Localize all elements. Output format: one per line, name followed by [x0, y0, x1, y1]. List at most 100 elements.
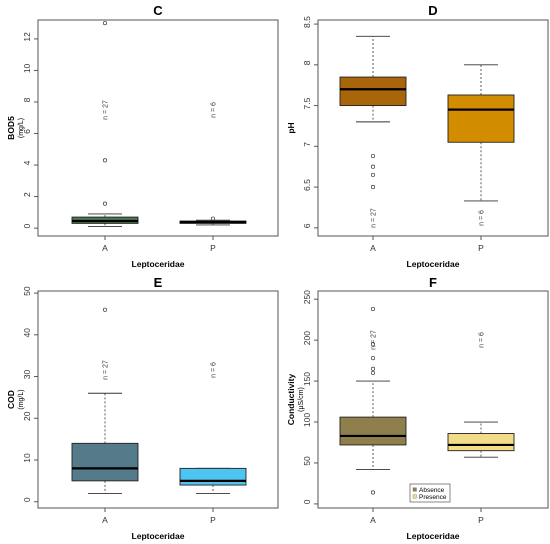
x-tick-label: P: [210, 243, 216, 253]
y-tick-label: 0: [302, 499, 312, 504]
y-tick-label: 40: [22, 328, 32, 338]
n-label: n = 27: [103, 100, 110, 120]
y-tick-label: 100: [302, 413, 312, 427]
chart-panel-c: C 0 2 4 6 8 10 12 BOD5 (mg/L) A P Leptoceridae n = 27…: [6, 3, 279, 269]
outlier-point: [102, 201, 108, 206]
box-iqr: [71, 442, 139, 482]
box-p: [447, 64, 515, 202]
y-tick-label: 10: [22, 453, 32, 463]
chart-panel-d: D 6 6.5 7 7.5 8 8.5 pH A P Leptoceridae n = 27 n = 6: [286, 3, 549, 269]
y-tick-label: 50: [302, 456, 312, 466]
x-tick-label: A: [102, 243, 108, 253]
y-axis-unit: (µS/cm): [298, 387, 305, 412]
y-axis-label: COD: [6, 390, 16, 409]
box-iqr: [179, 467, 247, 486]
y-tick-label: 6: [22, 129, 32, 134]
box-a: [71, 307, 139, 494]
x-tick-label: P: [478, 243, 484, 253]
legend-swatch: [412, 487, 417, 492]
legend-label: Presence: [419, 494, 447, 501]
box-a: [71, 21, 139, 227]
box-a: [339, 306, 407, 495]
x-tick-label: P: [478, 515, 484, 525]
outlier-point: [370, 490, 376, 495]
y-tick-label: 20: [22, 411, 32, 421]
x-axis-label: Leptoceridae: [407, 531, 460, 541]
panel-title: F: [429, 275, 437, 290]
chart-panel-f: F 0 50 100 150 200 250 Conductivity (µS/cm) A P Lep…: [286, 275, 549, 541]
y-tick-label: 50: [22, 286, 32, 296]
box-a: [339, 35, 407, 190]
y-tick-label: 200: [302, 331, 312, 345]
x-axis-label: Leptoceridae: [132, 259, 185, 269]
outlier-point: [370, 306, 376, 312]
n-label: n = 6: [479, 210, 486, 226]
n-label: n = 6: [479, 332, 486, 348]
y-axis-label: BOD5: [6, 116, 16, 140]
panel-title: D: [428, 3, 437, 18]
outlier-point: [210, 216, 216, 221]
legend-box: [409, 483, 451, 503]
box-iqr: [447, 94, 515, 143]
outlier-point: [370, 342, 376, 347]
plot-frame: [317, 290, 549, 509]
y-tick-label: 12: [22, 32, 32, 42]
box-p: [447, 421, 515, 458]
outlier-point: [370, 172, 376, 177]
x-tick-label: A: [370, 515, 376, 525]
y-tick-label: 2: [22, 192, 32, 197]
outlier-point: [370, 370, 376, 375]
box-p: [179, 216, 247, 226]
legend-swatch: [412, 494, 417, 499]
y-tick-label: 7: [302, 142, 312, 147]
outlier-point: [102, 21, 108, 26]
y-tick-label: 0: [22, 223, 32, 228]
panel-title: C: [153, 3, 163, 18]
y-tick-label: 4: [22, 160, 32, 165]
outlier-point: [370, 185, 376, 190]
plot-frame: [37, 290, 279, 509]
y-tick-label: 10: [22, 63, 32, 73]
y-tick-label: 7.5: [302, 97, 312, 109]
x-axis-label: Leptoceridae: [132, 531, 185, 541]
outlier-point: [102, 307, 108, 312]
y-axis-unit: (mg/L): [18, 389, 25, 409]
n-label: n = 6: [211, 362, 218, 378]
x-tick-label: P: [210, 515, 216, 525]
y-tick-label: 8: [302, 60, 312, 65]
y-tick-label: 30: [22, 370, 32, 380]
x-tick-label: A: [370, 243, 376, 253]
plot-frame: [37, 19, 279, 237]
y-axis-unit: (mg/L): [18, 118, 25, 138]
outlier-point: [370, 356, 376, 361]
n-label: n = 27: [371, 330, 378, 350]
outlier-point: [370, 154, 376, 159]
outlier-point: [102, 158, 108, 163]
outlier-point: [370, 164, 376, 169]
box-iqr: [447, 433, 515, 452]
y-tick-label: 6.5: [302, 179, 312, 191]
legend-label: Absence: [419, 487, 445, 494]
box-p: [179, 467, 247, 494]
outlier-point: [370, 366, 376, 371]
panel-title: E: [154, 275, 163, 290]
chart-panel-e: E 0 10 20 30 40 50 COD (mg/L) A P Leptoceridae n = 2…: [6, 275, 279, 541]
y-tick-label: 8.5: [302, 16, 312, 28]
y-tick-label: 8: [22, 97, 32, 102]
y-tick-label: 150: [302, 372, 312, 386]
n-label: n = 27: [103, 360, 110, 380]
box-iqr: [339, 416, 407, 446]
box-iqr: [339, 76, 407, 107]
x-axis-label: Leptoceridae: [407, 259, 460, 269]
plot-frame: [317, 19, 549, 237]
x-tick-label: A: [102, 515, 108, 525]
n-label: n = 27: [371, 208, 378, 228]
n-label: n = 6: [211, 102, 218, 118]
y-axis-label: pH: [286, 122, 296, 133]
y-tick-label: 0: [22, 497, 32, 502]
y-axis-label: Conductivity: [286, 373, 296, 425]
y-tick-label: 6: [302, 223, 312, 228]
y-tick-label: 250: [302, 290, 312, 304]
